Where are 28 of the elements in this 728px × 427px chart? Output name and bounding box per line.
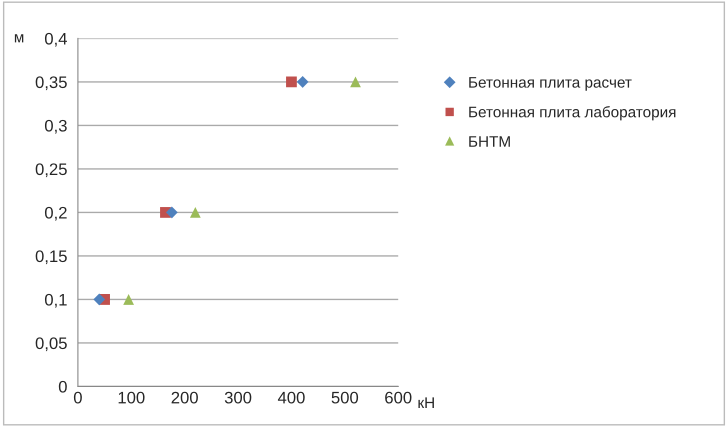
legend-label: Бетонная плита расчет xyxy=(469,77,632,91)
legend-label: БНТМ xyxy=(469,136,510,147)
x-axis-title: кН xyxy=(418,397,434,408)
x-tick-label: 400 xyxy=(278,392,305,404)
legend-label: Бетонная плита лаборатория xyxy=(469,106,676,120)
x-tick-label: 500 xyxy=(332,392,358,404)
point xyxy=(296,76,309,88)
x-tick-label: 100 xyxy=(118,392,145,404)
x-tick-label: 300 xyxy=(224,392,252,404)
y-tick-label: 0,35 xyxy=(36,76,67,90)
y-tick-label: 0,2 xyxy=(44,206,67,221)
point xyxy=(93,294,106,306)
y-tick-label: 0,1 xyxy=(44,294,67,308)
y-tick-label: 0,4 xyxy=(44,32,67,47)
point xyxy=(286,76,297,88)
point xyxy=(350,76,361,88)
x-tick-label: 600 xyxy=(385,392,412,404)
x-tick-label: 0 xyxy=(74,392,82,404)
point xyxy=(166,206,178,218)
y-axis-title: м xyxy=(14,34,24,42)
y-tick-label: 0,3 xyxy=(44,120,67,134)
y-tick-label: 0,25 xyxy=(36,163,67,178)
x-tick-label: 200 xyxy=(172,392,198,404)
point xyxy=(123,294,134,305)
y-tick-label: 0,15 xyxy=(36,250,67,264)
point xyxy=(190,207,201,218)
y-tick-label: 0 xyxy=(58,380,67,393)
y-tick-label: 0,05 xyxy=(36,337,67,352)
